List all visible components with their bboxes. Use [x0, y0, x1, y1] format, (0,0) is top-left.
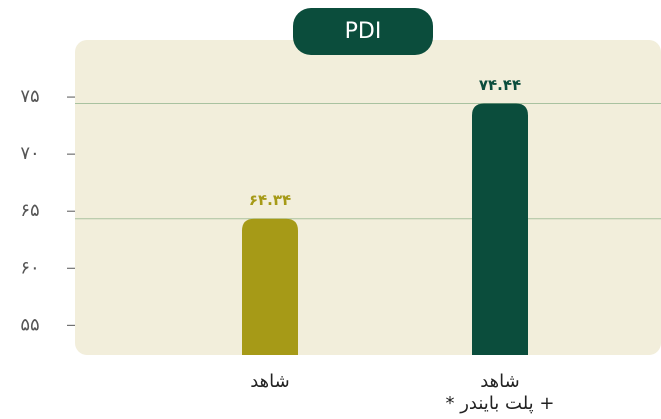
x-tick-label: + پلت بایندر *: [446, 393, 555, 414]
chart-title: PDI: [345, 19, 382, 44]
x-tick-label: شاهد: [250, 371, 290, 392]
data-label: ۶۴.۳۴: [249, 191, 291, 209]
y-tick-label: ۶۰: [20, 257, 39, 278]
y-tick-label: ۶۵: [20, 200, 39, 221]
y-tick-label: ۵۵: [20, 314, 39, 335]
x-tick-label: شاهد: [480, 371, 520, 392]
plot-area: [75, 40, 661, 355]
y-tick-label: ۷۵: [20, 86, 39, 107]
bar: [242, 218, 298, 355]
bar: [472, 103, 528, 356]
title-badge: [293, 8, 433, 55]
y-tick-label: ۷۰: [20, 143, 39, 164]
data-label: ۷۴.۴۴: [479, 76, 521, 94]
